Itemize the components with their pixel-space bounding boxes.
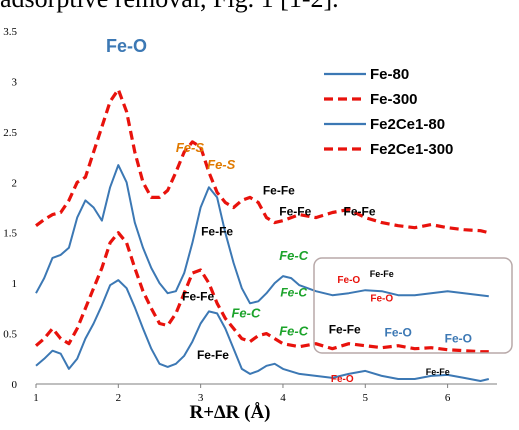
annotation-label: Fe-C bbox=[279, 324, 309, 339]
legend-label: Fe2Ce1-80 bbox=[370, 116, 445, 133]
series-line-fe2ce1-300 bbox=[35, 87, 490, 235]
annotation-label: Fe-O bbox=[337, 275, 360, 286]
axes-group: 1 2 3 4 5 6 0 0.5 1 1.5 2 2.5 3 3.5 bbox=[3, 26, 497, 404]
annotation-label: Fe-S bbox=[176, 140, 205, 155]
annotation-label: Fe-O bbox=[370, 293, 393, 304]
annotation-label: Fe-C bbox=[231, 305, 261, 320]
annotation-label: Fe-C bbox=[279, 248, 309, 263]
y-tick-label: 3 bbox=[12, 76, 18, 88]
y-tick-label: 1 bbox=[12, 278, 18, 290]
x-tick-label: 5 bbox=[363, 392, 369, 404]
annotation-label: Fe-S bbox=[207, 157, 236, 172]
legend-label: Fe2Ce1-300 bbox=[370, 141, 453, 158]
y-tick-label: 3.5 bbox=[3, 26, 17, 38]
series-line-fe2ce1-80 bbox=[35, 164, 489, 305]
annotation-label: Fe-Fe bbox=[329, 323, 361, 337]
y-tick-label: 1.5 bbox=[3, 228, 17, 240]
annotation-label: Fe-Fe bbox=[344, 205, 376, 219]
annotation-label: Fe-C bbox=[280, 285, 307, 299]
annotation-label: Fe-O bbox=[106, 36, 147, 56]
annotation-label: Fe-Fe bbox=[182, 289, 214, 303]
x-axis-label: R+∆R (Å) bbox=[189, 402, 270, 423]
annotation-label: Fe-Fe bbox=[263, 183, 295, 197]
annotation-label: Fe-Fe bbox=[426, 367, 450, 377]
y-tick-label: 0 bbox=[12, 379, 18, 391]
legend: Fe-80 Fe-300 Fe2Ce1-80 Fe2Ce1-300 bbox=[324, 66, 453, 158]
series-line-fe-300 bbox=[34, 231, 489, 354]
series-group bbox=[34, 87, 490, 382]
annotations-group: Fe-O Fe-SFe-S Fe-Fe Fe-Fe Fe-Fe Fe-Fe Fe-C Fe-C… bbox=[106, 36, 472, 385]
legend-label: Fe-300 bbox=[370, 91, 418, 108]
y-tick-label: 2.5 bbox=[3, 127, 17, 139]
x-tick-label: 1 bbox=[33, 392, 39, 404]
annotation-label: Fe-O bbox=[445, 332, 472, 346]
annotation-label: Fe-Fe bbox=[197, 348, 229, 362]
y-tick-label: 0.5 bbox=[3, 329, 17, 341]
annotation-label: Fe-Fe bbox=[201, 225, 233, 239]
x-tick-label: 4 bbox=[280, 392, 286, 404]
series-line-fe-80 bbox=[35, 279, 490, 382]
annotation-label: Fe-O bbox=[385, 326, 412, 340]
legend-label: Fe-80 bbox=[370, 66, 409, 83]
caption-text: adsorptive removal, Fig. 1 [1-2]. bbox=[0, 0, 519, 18]
highlight-box bbox=[313, 257, 513, 354]
annotation-label: Fe-Fe bbox=[370, 269, 394, 279]
annotation-label: Fe-Fe bbox=[279, 205, 311, 219]
x-tick-label: 6 bbox=[445, 392, 451, 404]
x-tick-label: 2 bbox=[116, 392, 122, 404]
x-tick-label: 3 bbox=[198, 392, 204, 404]
y-tick-label: 2 bbox=[12, 177, 18, 189]
annotation-label: Fe-O bbox=[331, 374, 354, 385]
